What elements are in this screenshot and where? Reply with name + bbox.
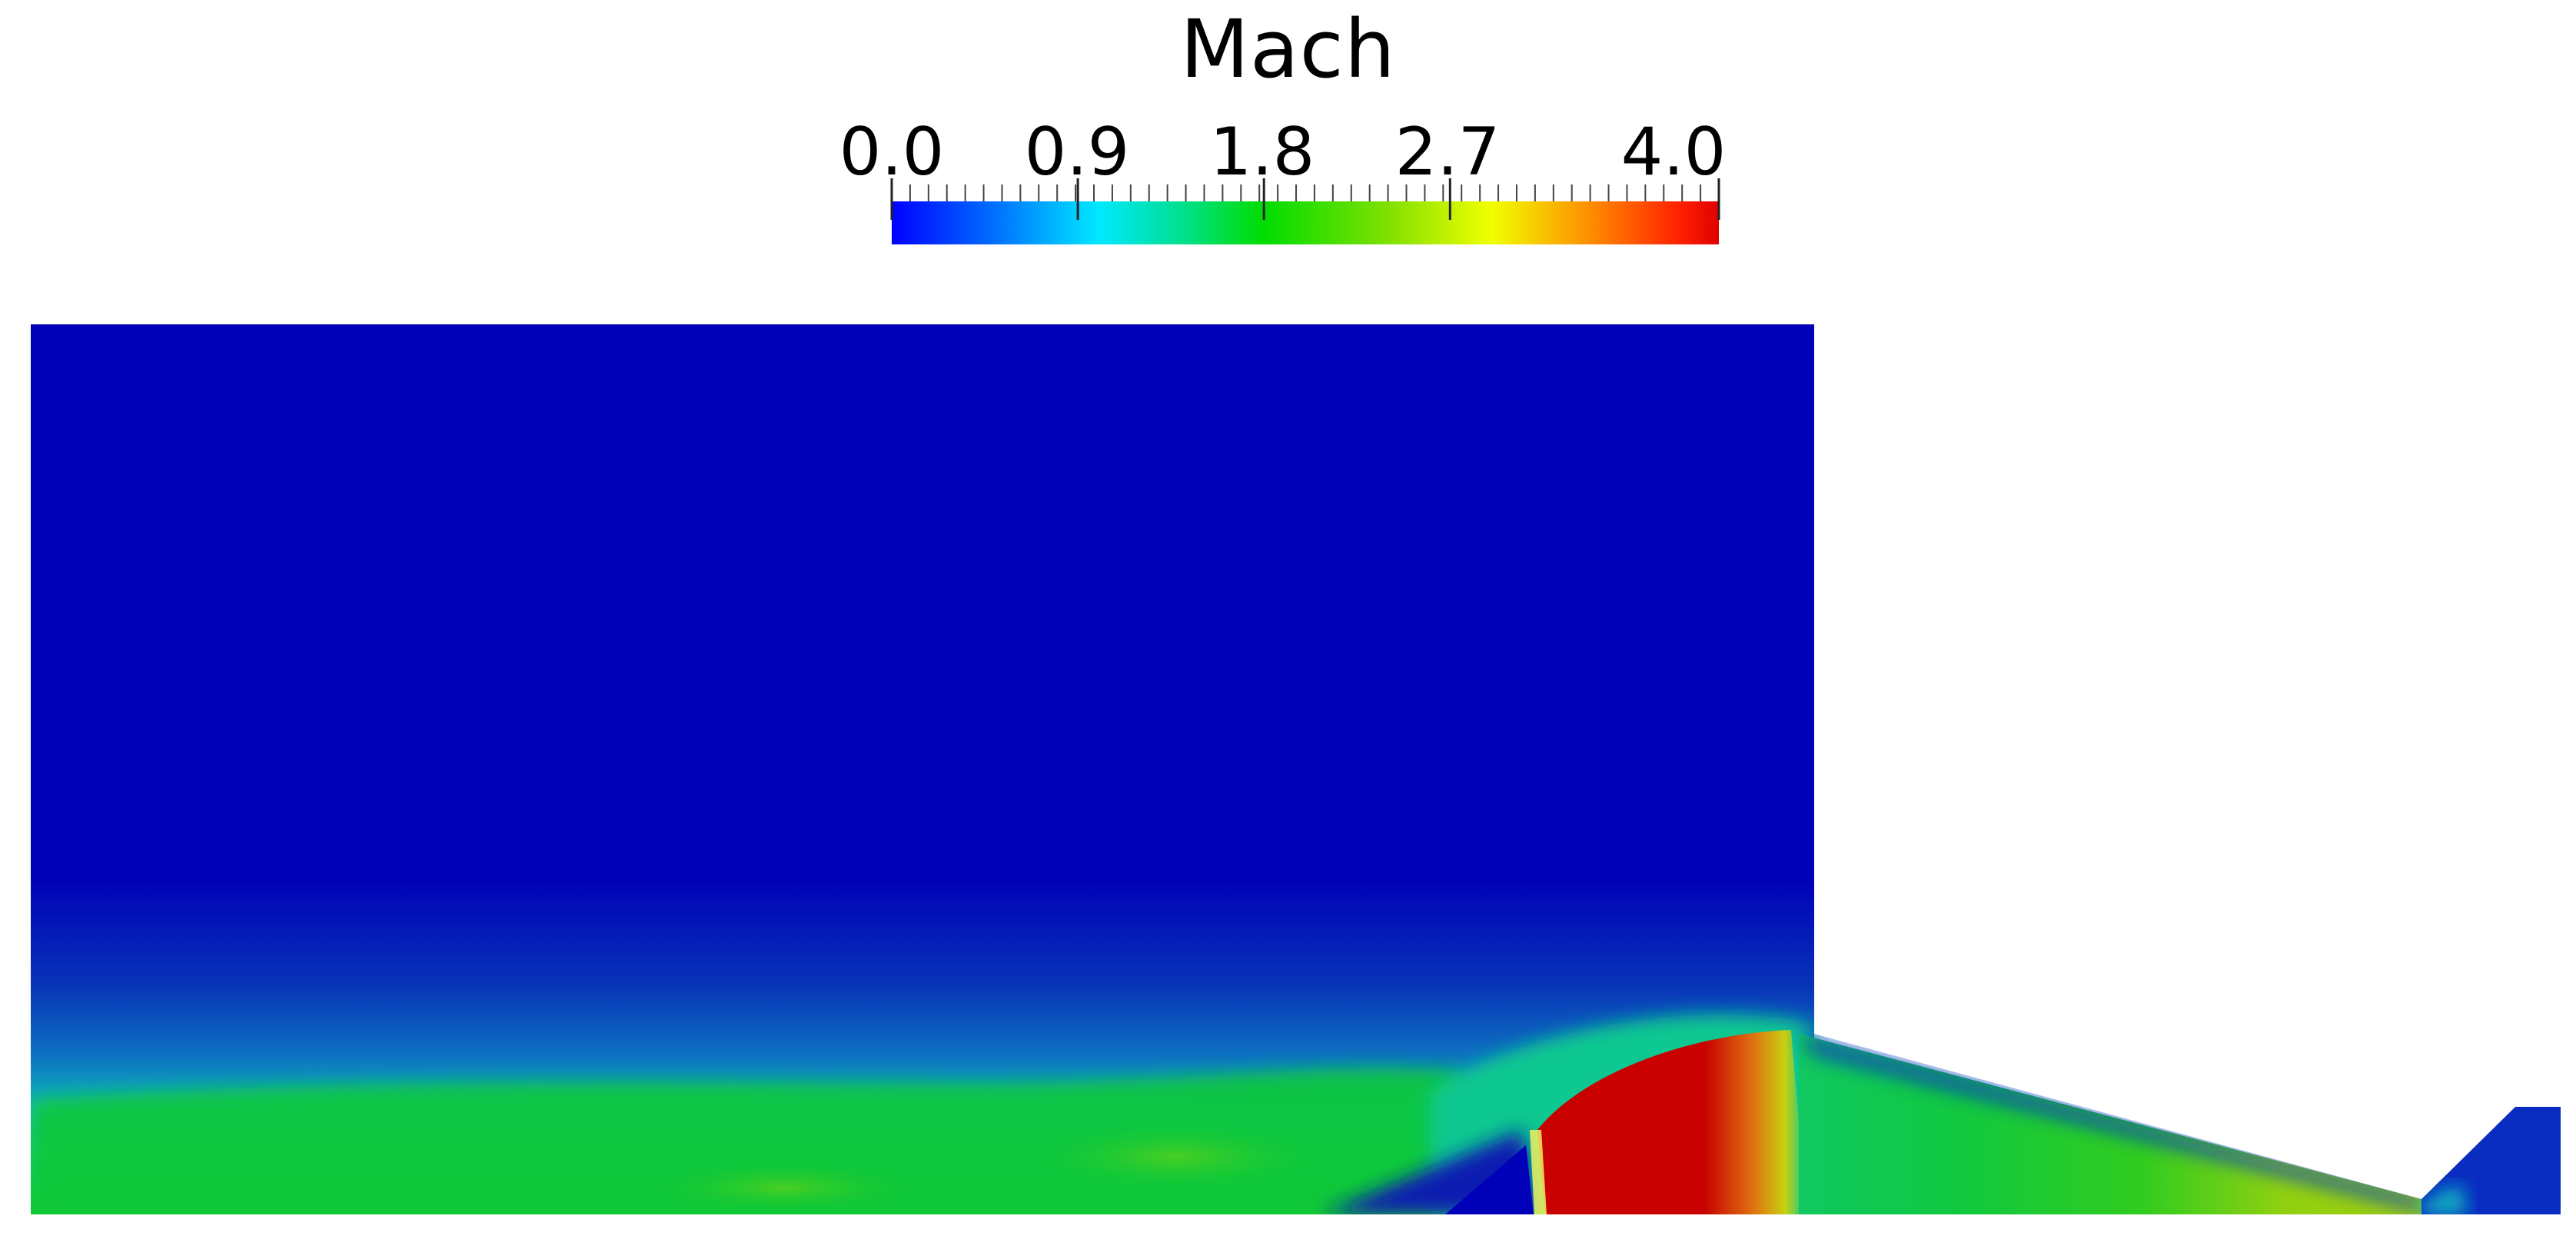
colorbar-tick-label: 0.9	[1024, 114, 1130, 191]
shock-line	[1530, 1130, 1547, 1214]
recirculation-core	[1445, 1145, 1534, 1214]
colorbar-tick-label: 4.0	[1620, 114, 1727, 191]
jet-bright-spot	[1030, 1122, 1322, 1191]
colorbar-ticks	[890, 178, 1720, 220]
diffuser-boundary-layer	[1799, 1034, 2421, 1211]
supersonic-region	[1537, 1030, 1807, 1214]
flow-domain	[31, 324, 2561, 1214]
colorbar-gradient	[892, 201, 1719, 244]
colorbar	[890, 178, 1720, 244]
colorbar-tick-label: 1.8	[1209, 114, 1315, 191]
colorbar-title: Mach	[1180, 2, 1396, 96]
colorbar-tick-label: 0.0	[839, 114, 945, 191]
outlet-jet	[2421, 1184, 2468, 1214]
jet-bright-spot	[646, 1161, 922, 1214]
colorbar-tick-label: 2.7	[1394, 114, 1501, 191]
